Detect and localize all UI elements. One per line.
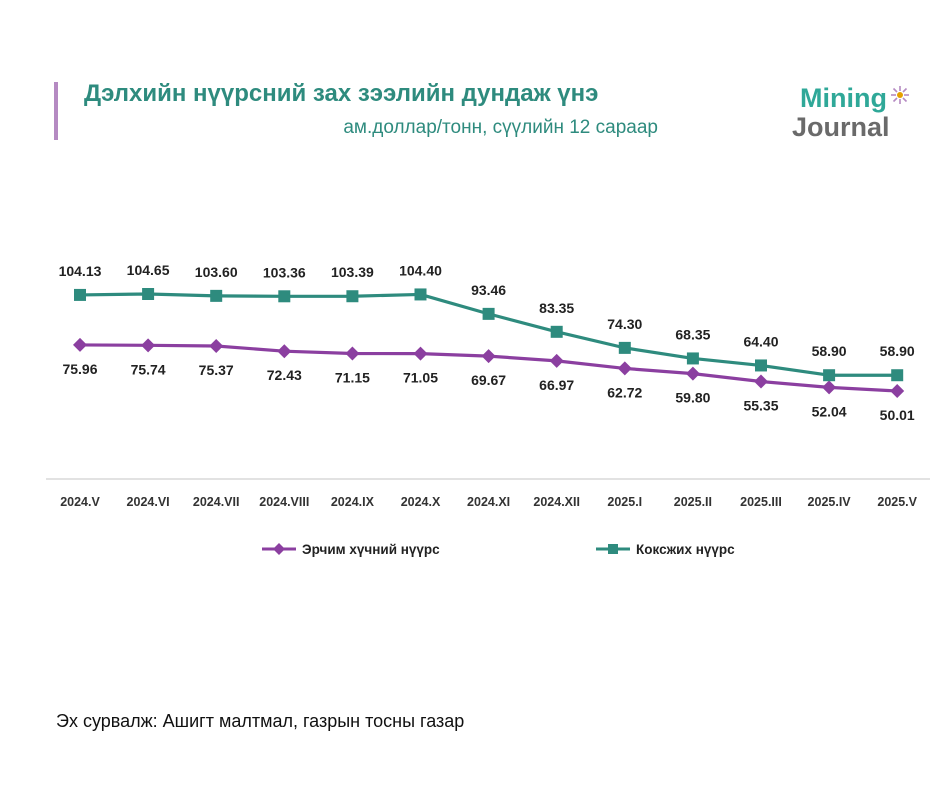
data-point-square — [210, 289, 223, 302]
data-point-square — [891, 369, 904, 382]
data-label: 58.90 — [880, 343, 915, 359]
data-point-diamond — [345, 346, 360, 361]
data-point-diamond — [413, 346, 428, 361]
flower-icon — [891, 86, 909, 104]
data-label: 103.60 — [195, 264, 238, 280]
data-label: 93.46 — [471, 282, 506, 298]
data-label: 75.37 — [199, 362, 234, 378]
title-accent-bar — [54, 82, 58, 140]
data-label: 75.96 — [62, 361, 97, 377]
data-point-square — [550, 325, 563, 338]
source-note: Эх сурвалж: Ашигт малтмал, газрын тосны … — [56, 711, 465, 731]
data-point-square — [414, 288, 427, 301]
data-point-diamond — [277, 344, 292, 359]
x-tick-label: 2024.XI — [467, 495, 510, 509]
x-tick-label: 2025.V — [877, 495, 917, 509]
x-tick-label: 2025.III — [740, 495, 782, 509]
data-label: 72.43 — [267, 367, 302, 383]
data-point-square — [142, 288, 155, 300]
logo-line2: Journal — [792, 112, 890, 142]
data-point-diamond — [209, 338, 224, 353]
x-tick-label: 2025.IV — [808, 495, 852, 509]
x-tick-label: 2024.V — [60, 495, 100, 509]
data-label: 104.13 — [59, 263, 102, 279]
legend-label: Коксжих нүүрс — [636, 542, 735, 557]
data-label: 64.40 — [743, 333, 778, 349]
data-label: 52.04 — [812, 403, 847, 419]
data-point-diamond — [685, 366, 700, 381]
x-tick-label: 2024.VI — [127, 495, 170, 509]
data-point-square — [686, 352, 699, 365]
data-label: 68.35 — [675, 326, 710, 342]
x-tick-label: 2024.X — [401, 495, 441, 509]
data-label: 71.05 — [403, 370, 438, 386]
data-label: 58.90 — [812, 343, 847, 359]
data-label: 103.36 — [263, 264, 306, 280]
data-point-diamond — [890, 384, 905, 398]
data-point-diamond — [549, 353, 564, 368]
legend-label: Эрчим хүчний нүүрс — [302, 542, 440, 557]
data-point-diamond — [822, 380, 837, 395]
legend-marker-diamond — [273, 543, 285, 555]
data-point-square — [618, 341, 631, 354]
data-point-diamond — [617, 361, 632, 376]
x-tick-label: 2024.XII — [533, 495, 580, 509]
data-point-diamond — [481, 349, 496, 364]
mining-journal-logo: Mining Journal — [792, 83, 909, 142]
data-point-diamond — [73, 337, 87, 352]
chart-subtitle: ам.доллар/тонн, сүүлийн 12 сараар — [343, 117, 658, 138]
data-point-square — [755, 359, 767, 372]
data-point-square — [346, 290, 359, 303]
data-label: 83.35 — [539, 300, 574, 316]
data-point-diamond — [141, 338, 156, 353]
data-point-square — [74, 288, 86, 301]
data-label: 103.39 — [331, 264, 374, 280]
data-label: 62.72 — [607, 384, 642, 400]
data-label: 59.80 — [675, 390, 710, 406]
x-tick-label: 2025.II — [674, 495, 712, 509]
legend-marker-square — [608, 544, 618, 554]
x-tick-label: 2024.IX — [331, 495, 375, 509]
x-tick-label: 2025.I — [607, 495, 642, 509]
data-label: 104.40 — [399, 262, 442, 278]
coal-price-line-chart: 2024.V 2024.VI 2024.VII 2024.VIII 2024.IX 202… — [46, 262, 930, 557]
data-point-square — [278, 290, 291, 303]
chart-title: Дэлхийн нүүрсний зах зээлийн дундаж үнэ — [84, 80, 599, 107]
data-label: 74.30 — [607, 316, 642, 332]
logo-line1: Mining — [800, 83, 887, 113]
data-label: 69.67 — [471, 372, 506, 388]
data-label: 50.01 — [880, 407, 915, 423]
data-label: 66.97 — [539, 377, 574, 393]
data-point-square — [482, 307, 495, 320]
x-tick-label: 2024.VIII — [259, 495, 309, 509]
data-label: 55.35 — [743, 398, 778, 414]
data-label: 75.74 — [131, 361, 166, 377]
data-point-diamond — [754, 374, 768, 389]
data-point-square — [823, 369, 836, 382]
x-tick-label: 2024.VII — [193, 495, 240, 509]
data-label: 71.15 — [335, 369, 370, 385]
data-label: 104.65 — [127, 262, 170, 278]
